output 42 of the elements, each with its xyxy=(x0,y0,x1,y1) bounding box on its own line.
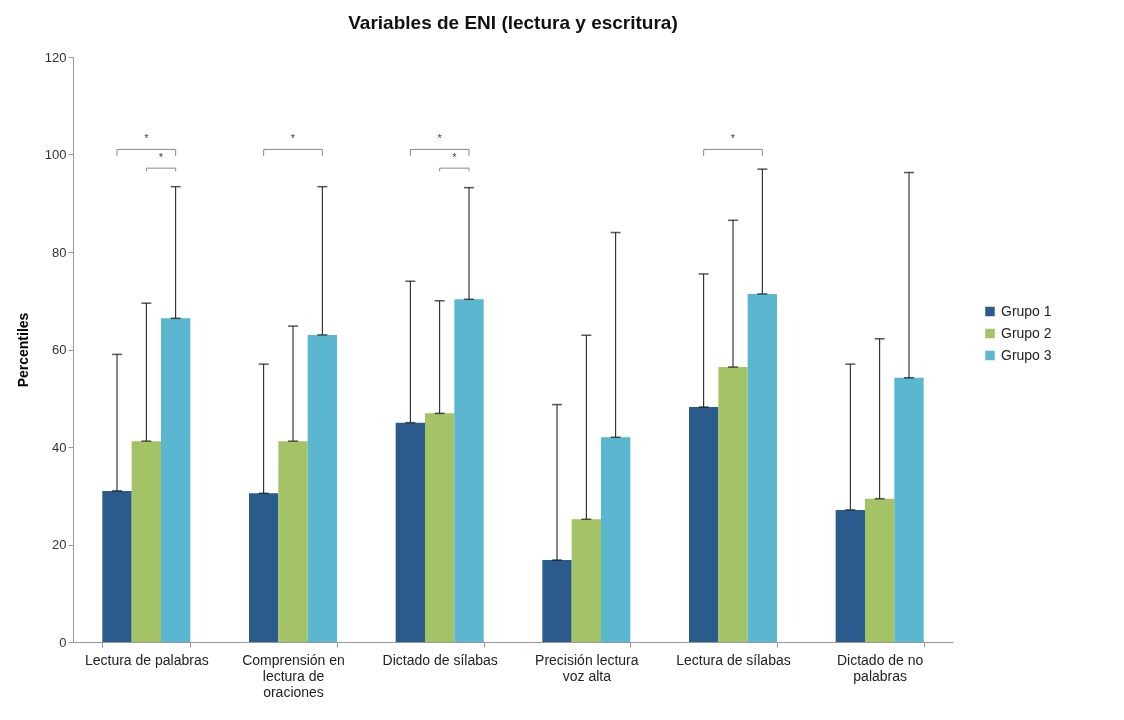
x-tick-label: Dictado de no palabras xyxy=(836,651,924,684)
x-tick-label: Lectura de palabras xyxy=(84,651,209,668)
bar xyxy=(718,367,748,642)
annotation: * xyxy=(452,151,458,164)
bar xyxy=(395,422,425,642)
x-tick-label: Comprensión en lectura de oraciones xyxy=(242,651,345,700)
bar xyxy=(249,493,279,642)
bar xyxy=(835,509,865,642)
legend-label: Grupo 2 xyxy=(1001,324,1052,341)
x-tick-label: Precisión lectura voz alta xyxy=(535,651,639,684)
bar xyxy=(161,318,191,642)
annotation: * xyxy=(144,132,150,145)
x-tick-label: Dictado de sílabas xyxy=(382,651,498,668)
annotation: * xyxy=(290,132,296,145)
x-tick-label: Lectura de sílabas xyxy=(676,651,791,668)
y-tick-label: 120 xyxy=(44,49,67,65)
bar xyxy=(131,441,161,642)
bar xyxy=(454,299,484,642)
bar xyxy=(425,413,455,642)
bar xyxy=(747,293,777,642)
y-tick-label: 80 xyxy=(52,244,67,260)
bar xyxy=(865,498,895,642)
y-tick-label: 40 xyxy=(52,439,67,455)
bar xyxy=(278,441,308,642)
annotation: * xyxy=(437,132,443,145)
bar xyxy=(601,437,631,642)
annotation: * xyxy=(730,132,736,145)
y-tick-label: 60 xyxy=(52,342,67,357)
bar xyxy=(894,377,924,642)
bar xyxy=(307,334,337,642)
y-tick-label: 20 xyxy=(52,537,67,552)
bar xyxy=(689,407,719,642)
bar xyxy=(571,519,601,642)
annotation: * xyxy=(158,151,164,164)
legend-label: Grupo 1 xyxy=(1001,302,1052,319)
y-tick-label: 100 xyxy=(44,147,67,162)
bar xyxy=(542,560,572,642)
y-axis-title: Percentiles xyxy=(14,312,31,388)
y-tick-label: 0 xyxy=(59,634,67,650)
chart-title: Variables de ENI (lectura y escritura) xyxy=(348,12,678,33)
bar xyxy=(102,490,132,642)
legend-label: Grupo 3 xyxy=(1001,346,1052,363)
